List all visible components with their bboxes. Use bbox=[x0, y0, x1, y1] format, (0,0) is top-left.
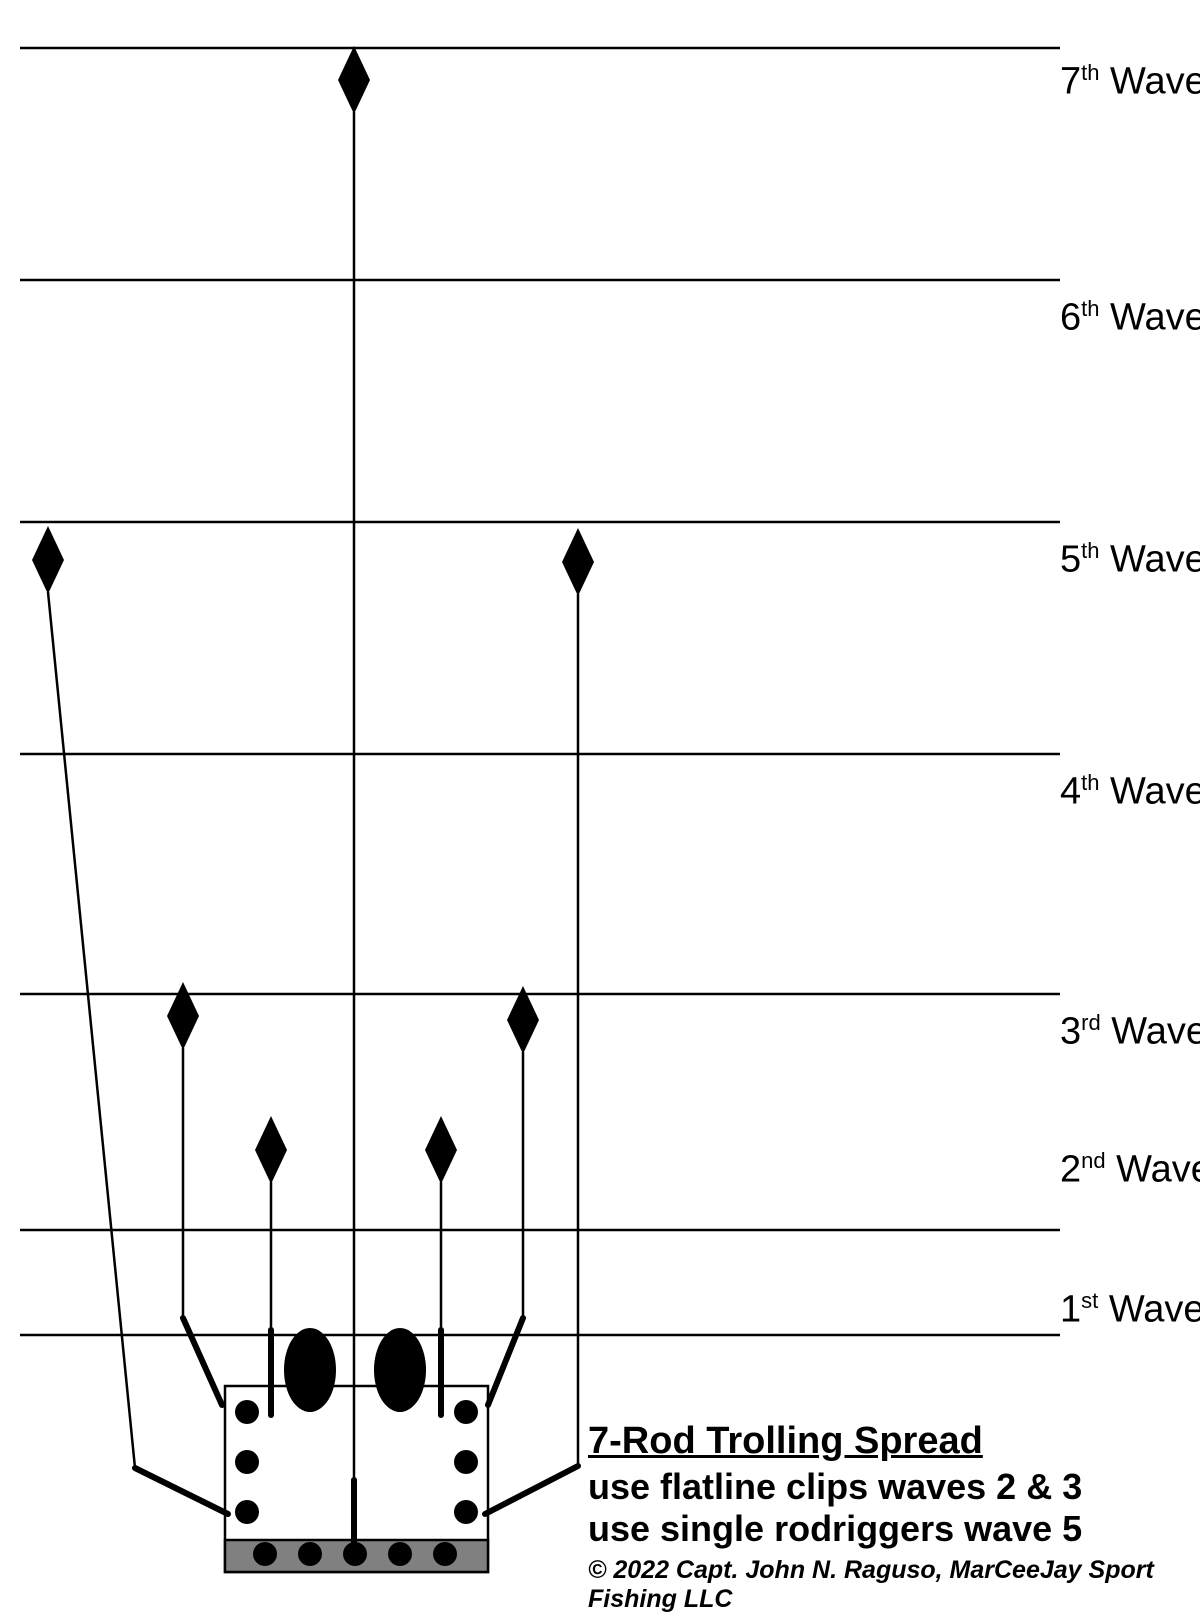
wave-ordinal: th bbox=[1081, 296, 1099, 321]
caption-title: 7-Rod Trolling Spread bbox=[588, 1420, 983, 1463]
rod-holder-icon bbox=[433, 1542, 457, 1566]
wave-word: Wave bbox=[1100, 539, 1200, 581]
wave-number: 6 bbox=[1060, 297, 1081, 339]
wave-ordinal: th bbox=[1081, 538, 1099, 563]
rod-holder-icon bbox=[235, 1400, 259, 1424]
wave-number: 5 bbox=[1060, 539, 1081, 581]
wave-ordinal: nd bbox=[1081, 1148, 1105, 1173]
rod-holder-icon bbox=[454, 1500, 478, 1524]
wave-word: Wave bbox=[1100, 61, 1200, 103]
wave-label-7: 7th Wave bbox=[1060, 60, 1200, 104]
wave-number: 2 bbox=[1060, 1149, 1081, 1191]
lure-icon bbox=[425, 1116, 457, 1184]
rod-holder-icon bbox=[454, 1400, 478, 1424]
wave-label-6: 6th Wave bbox=[1060, 296, 1200, 340]
wave-label-1: 1st Wave bbox=[1060, 1288, 1200, 1332]
lure-icon bbox=[167, 982, 199, 1050]
outrigger bbox=[485, 1466, 578, 1514]
rod-stub bbox=[183, 1318, 222, 1405]
diagram-svg bbox=[0, 0, 1200, 1600]
fishing-lines-group bbox=[48, 112, 578, 1480]
rod-holder-icon bbox=[253, 1542, 277, 1566]
wave-word: Wave bbox=[1100, 297, 1200, 339]
caption-credit: © 2022 Capt. John N. Raguso, MarCeeJay S… bbox=[588, 1556, 1200, 1614]
lures-group bbox=[32, 46, 594, 1184]
caption-line-1: use flatline clips waves 2 & 3 bbox=[588, 1466, 1082, 1508]
caption-line-2: use single rodriggers wave 5 bbox=[588, 1508, 1082, 1550]
lure-icon bbox=[338, 46, 370, 114]
wave-label-3: 3rd Wave bbox=[1060, 1010, 1200, 1054]
wave-ordinal: th bbox=[1081, 770, 1099, 795]
wave-ordinal: st bbox=[1081, 1288, 1098, 1313]
fishing-line bbox=[48, 592, 135, 1468]
wave-lines-group bbox=[20, 48, 1060, 1335]
wave-label-2: 2nd Wave bbox=[1060, 1148, 1200, 1192]
rod-holder-icon bbox=[298, 1542, 322, 1566]
outrigger bbox=[135, 1468, 228, 1514]
wave-number: 1 bbox=[1060, 1289, 1081, 1331]
wave-number: 4 bbox=[1060, 771, 1081, 813]
rod-holder-icon bbox=[454, 1450, 478, 1474]
lure-icon bbox=[32, 526, 64, 594]
engine-icon bbox=[284, 1328, 336, 1412]
wave-label-5: 5th Wave bbox=[1060, 538, 1200, 582]
wave-ordinal: rd bbox=[1081, 1010, 1101, 1035]
wave-label-4: 4th Wave bbox=[1060, 770, 1200, 814]
rod-holder-icon bbox=[235, 1450, 259, 1474]
rods-group bbox=[135, 1318, 578, 1552]
wave-ordinal: th bbox=[1081, 60, 1099, 85]
wave-word: Wave bbox=[1106, 1149, 1200, 1191]
wave-word: Wave bbox=[1101, 1011, 1200, 1053]
wave-number: 7 bbox=[1060, 61, 1081, 103]
rod-holder-icon bbox=[388, 1542, 412, 1566]
wave-number: 3 bbox=[1060, 1011, 1081, 1053]
lure-icon bbox=[255, 1116, 287, 1184]
rod-holder-icon bbox=[235, 1500, 259, 1524]
wave-word: Wave bbox=[1098, 1289, 1200, 1331]
rod-stub bbox=[488, 1318, 523, 1405]
lure-icon bbox=[562, 528, 594, 596]
wave-word: Wave bbox=[1100, 771, 1200, 813]
lure-icon bbox=[507, 986, 539, 1054]
engine-icon bbox=[374, 1328, 426, 1412]
